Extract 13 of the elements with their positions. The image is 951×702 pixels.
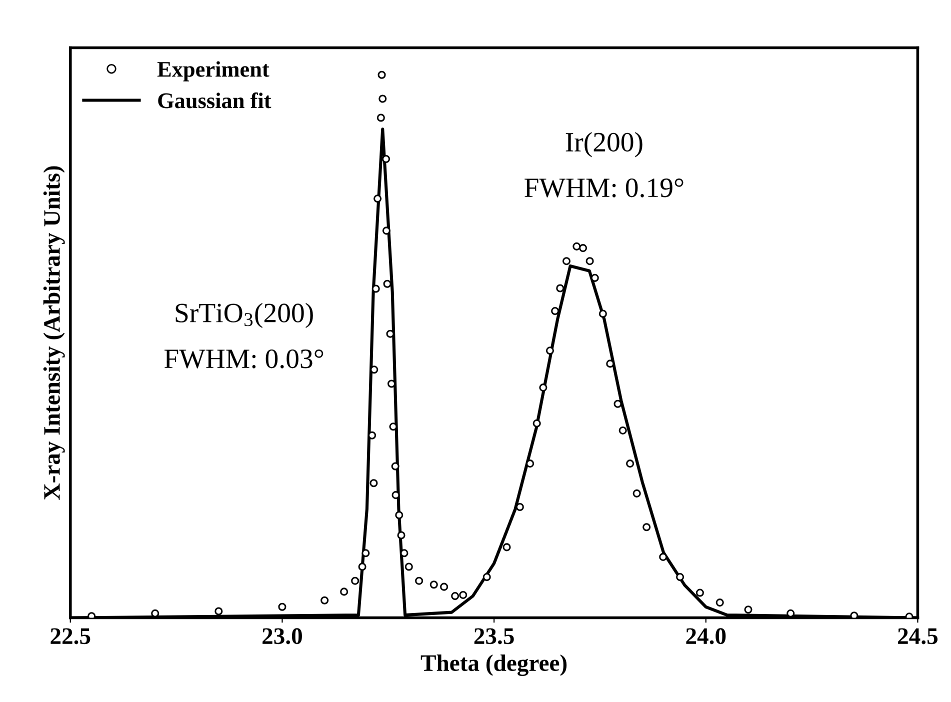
x-tick-label: 24.0	[686, 628, 726, 644]
annotation: Ir(200)	[566, 132, 642, 158]
x-tick-label: 23.0	[262, 628, 302, 644]
x-tick-label: 22.5	[50, 628, 90, 644]
x-tick-label: 24.5	[898, 628, 938, 644]
annotation: FWHM: 0.03°	[164, 349, 324, 368]
x-tick-label: 23.5	[474, 628, 514, 644]
annotation: FWHM: 0.19°	[524, 178, 684, 198]
x-axis-title: Theta (degree)	[420, 654, 567, 676]
y-axis-title: X-ray Intensity (Arbitrary Units)	[43, 166, 65, 500]
legend-label: Experiment	[157, 61, 270, 82]
legend-label: Gaussian fit	[158, 92, 272, 108]
annotation: SrTiO$_{3}$(200)	[176, 302, 313, 328]
